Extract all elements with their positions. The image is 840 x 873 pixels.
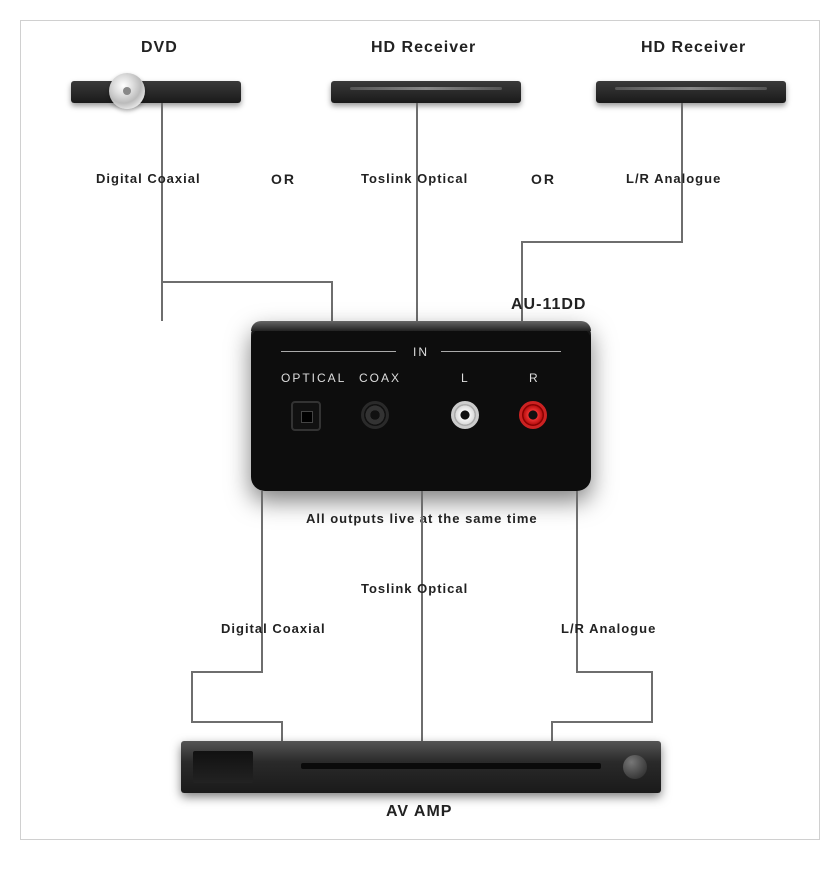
- wire-analog-out-c: [651, 671, 653, 721]
- out-label-coax: Digital Coaxial: [221, 621, 326, 636]
- wire-coax-out-a: [261, 491, 263, 671]
- wire-analog-out-d: [551, 721, 653, 723]
- converter-model: AU-11DD: [511, 296, 586, 314]
- wire-optical-out: [421, 491, 423, 741]
- wire-analog-out-e: [551, 721, 553, 741]
- wire-coax-out-b: [191, 671, 263, 673]
- wire-analog-out-a: [576, 491, 578, 671]
- wire-coax-out-c: [191, 671, 193, 721]
- wire-optical-in: [416, 103, 418, 321]
- port-rca-r: [519, 401, 547, 429]
- dvd-label: DVD: [141, 39, 178, 57]
- in-or-1: OR: [271, 171, 296, 187]
- out-label-analog: L/R Analogue: [561, 621, 656, 636]
- wire-coax-out-e: [281, 721, 283, 741]
- receiver1-device: [331, 81, 521, 103]
- wire-coax-in-c: [331, 281, 333, 321]
- av-amp-device: [181, 741, 661, 793]
- dvd-device: [71, 81, 241, 103]
- receiver1-label: HD Receiver: [371, 39, 476, 57]
- port-optical: [291, 401, 321, 431]
- disc-icon: [109, 73, 145, 109]
- wire-coax-in: [161, 103, 163, 321]
- receiver2-device: [596, 81, 786, 103]
- out-label-optical: Toslink Optical: [361, 581, 468, 596]
- port-label-coax: COAX: [359, 371, 401, 385]
- converter-in-label: IN: [413, 345, 429, 359]
- in-or-2: OR: [531, 171, 556, 187]
- port-label-l: L: [461, 371, 470, 385]
- wire-analog-in-b: [521, 241, 683, 243]
- converter-box: IN OPTICAL COAX L R: [251, 321, 591, 491]
- wire-coax-out-d: [191, 721, 281, 723]
- in-label-optical: Toslink Optical: [361, 171, 468, 186]
- wire-analog-out-b: [576, 671, 651, 673]
- av-amp-label: AV AMP: [386, 803, 452, 821]
- wire-coax-in-b: [161, 281, 331, 283]
- receiver2-label: HD Receiver: [641, 39, 746, 57]
- connection-diagram: DVD HD Receiver HD Receiver Digital Coax…: [20, 20, 820, 840]
- port-label-r: R: [529, 371, 540, 385]
- in-label-analog: L/R Analogue: [626, 171, 721, 186]
- in-label-coax: Digital Coaxial: [96, 171, 201, 186]
- port-rca-l: [451, 401, 479, 429]
- port-label-optical: OPTICAL: [281, 371, 346, 385]
- port-coax: [361, 401, 389, 429]
